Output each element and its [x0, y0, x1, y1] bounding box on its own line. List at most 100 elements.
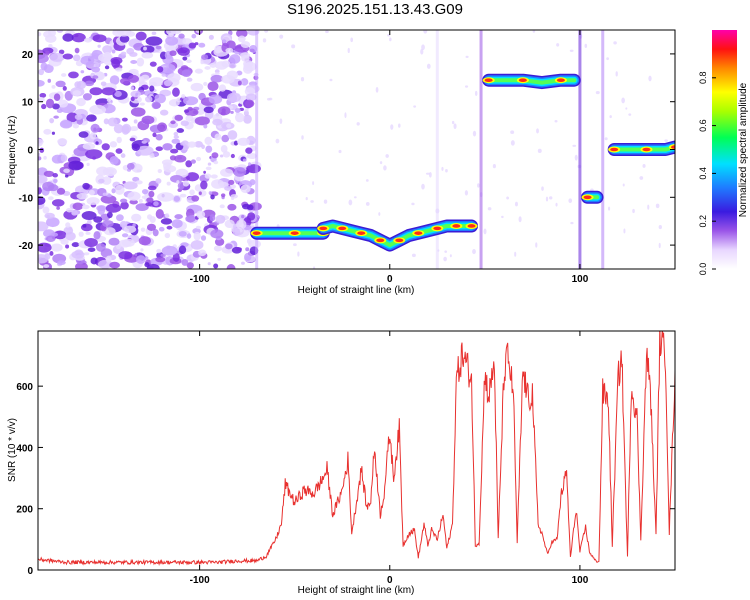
noise-blob: [116, 214, 124, 222]
noise-blob: [245, 93, 257, 102]
noise-blob: [38, 186, 42, 195]
noise-blob: [116, 136, 122, 144]
noise-blob: [118, 251, 133, 260]
noise-blob: [226, 264, 236, 269]
noise-blob: [111, 49, 116, 54]
noise-blob: [38, 32, 42, 37]
noise-speck: [293, 243, 297, 247]
noise-speck: [487, 207, 492, 211]
noise-speck: [628, 113, 632, 116]
noise-speck: [554, 120, 558, 123]
noise-blob: [38, 254, 49, 264]
noise-blob: [164, 213, 170, 218]
noise-blob: [56, 206, 60, 210]
spectrogram-noise-layer: [38, 30, 668, 269]
noise-blob: [240, 184, 251, 194]
noise-blob: [236, 219, 247, 230]
track-hotspot: [556, 78, 565, 82]
noise-blob: [71, 242, 80, 248]
noise-blob: [123, 181, 138, 190]
noise-blob: [95, 141, 99, 145]
noise-blob: [157, 122, 168, 132]
noise-blob: [194, 184, 202, 192]
noise-speck: [323, 199, 328, 204]
noise-blob: [98, 178, 105, 184]
noise-speck: [279, 118, 283, 124]
noise-blob: [51, 199, 65, 207]
noise-blob: [43, 155, 47, 160]
noise-blob: [240, 52, 251, 59]
noise-speck: [532, 30, 536, 33]
noise-blob: [170, 148, 179, 154]
noise-speck: [444, 250, 448, 253]
noise-blob: [214, 45, 222, 54]
snr-y-tick-label: 600: [16, 382, 33, 393]
noise-blob: [114, 90, 122, 97]
noise-blob: [72, 123, 80, 129]
snr-panel: -100 0 100 0 200 400 600 Height of straight li…: [7, 330, 676, 596]
noise-blob: [203, 124, 208, 129]
noise-blob: [226, 123, 232, 129]
noise-blob: [80, 223, 93, 232]
snr-series: [38, 331, 675, 566]
noise-speck: [297, 251, 300, 257]
noise-blob: [145, 36, 163, 46]
track-hotspot: [376, 238, 385, 243]
noise-blob: [242, 158, 247, 162]
colorbar-tick-label: 0.2: [698, 215, 708, 228]
noise-blob: [229, 54, 241, 64]
noise-blob: [240, 41, 251, 48]
noise-blob: [155, 178, 162, 184]
track-hotspot: [357, 231, 366, 235]
noise-blob: [146, 197, 154, 203]
noise-blob: [115, 148, 123, 154]
noise-speck: [329, 78, 333, 82]
noise-blob: [48, 44, 53, 48]
noise-blob: [159, 109, 169, 116]
noise-blob: [213, 245, 222, 252]
noise-blob: [176, 180, 180, 184]
noise-blob: [151, 31, 157, 36]
noise-blob: [153, 153, 159, 157]
noise-blob: [97, 44, 101, 48]
noise-blob: [230, 110, 234, 114]
noise-blob: [249, 48, 255, 53]
noise-blob: [246, 204, 254, 211]
noise-blob: [155, 133, 163, 141]
noise-speck: [584, 43, 588, 49]
noise-blob: [103, 118, 109, 125]
noise-blob: [62, 53, 74, 60]
noise-blob: [226, 92, 241, 103]
snr-frame: [37, 330, 676, 571]
noise-blob: [161, 159, 173, 166]
noise-blob: [74, 81, 82, 89]
noise-blob: [71, 250, 85, 259]
noise-blob: [157, 66, 164, 73]
noise-blob: [95, 243, 106, 252]
noise-blob: [104, 65, 110, 70]
noise-speck: [425, 172, 430, 175]
vertical-streak: [435, 30, 439, 269]
noise-blob: [106, 211, 113, 219]
noise-blob: [38, 242, 52, 253]
noise-speck: [536, 128, 539, 134]
track-hotspot: [433, 226, 442, 231]
noise-blob: [227, 130, 238, 140]
noise-speck: [472, 248, 476, 255]
chart-title: S196.2025.151.13.43.G09: [287, 1, 463, 18]
noise-blob: [207, 81, 219, 92]
noise-blob: [180, 141, 186, 146]
track-hotspot: [338, 226, 347, 231]
noise-blob: [210, 229, 224, 239]
noise-speck: [310, 200, 314, 203]
noise-blob: [39, 92, 47, 98]
noise-blob: [209, 214, 216, 222]
noise-blob: [185, 160, 193, 168]
noise-blob: [166, 181, 171, 186]
spectrogram-x-tick-label: -100: [190, 274, 210, 285]
noise-blob: [43, 229, 55, 238]
noise-blob: [224, 219, 235, 229]
noise-blob: [179, 193, 187, 198]
noise-blob: [72, 202, 84, 211]
vertical-streak: [479, 30, 483, 269]
